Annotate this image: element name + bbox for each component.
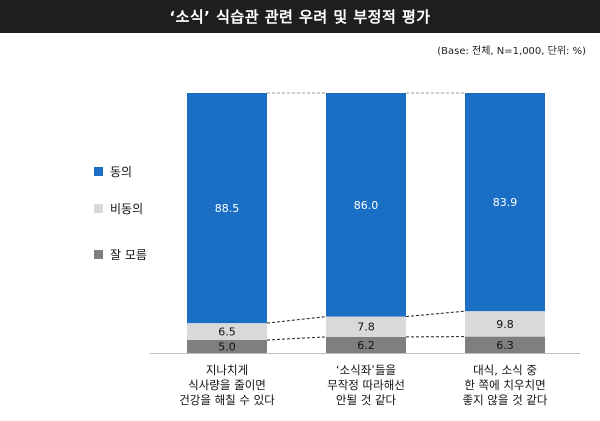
data-label: 83.9 [493,196,518,209]
bar-segment [465,93,545,312]
legend-item: 비동의 [94,200,143,217]
category-label-line: 좋지 않을 것 같다 [462,393,548,407]
legend-label: 동의 [110,165,133,179]
legend-label: 비동의 [110,202,144,216]
category-label-line: 대식, 소식 중 [473,363,537,377]
legend-swatch [94,167,103,176]
legend-label: 잘 모름 [110,248,147,262]
category-label-line: 지나치게 [205,363,249,377]
category-label: ‘소식좌’들을 무작정 따라해선 안될 것 같다 [301,363,431,408]
data-label: 86.0 [354,199,379,212]
connector-line [405,310,466,318]
data-label: 6.2 [357,339,375,352]
category-label-line: 식사량을 줄이면 [188,378,266,392]
category-label: 지나치게 식사량을 줄이면 건강을 해칠 수 있다 [162,363,292,408]
bar-segment [326,336,406,353]
category-label-line: 안될 것 같다 [335,393,397,407]
bar-segment [187,93,267,324]
bar-segment [187,340,267,353]
category-label-line: ‘소식좌’들을 [335,363,397,377]
bar-segment [465,336,545,353]
data-label: 7.8 [357,321,375,334]
legend-item: 동의 [94,163,132,180]
bar-segment [326,316,406,337]
data-label: 6.3 [496,339,514,352]
legend-swatch [94,204,103,213]
chart-title: ‘소식’ 식습관 관련 우려 및 부정적 평가 [0,0,600,33]
bar-segment [465,311,545,337]
connector-line [266,316,327,324]
bar-segment [326,93,406,317]
category-label-line: 한 쪽에 치우치면 [464,378,546,392]
category-label-line: 건강을 해칠 수 있다 [179,393,275,407]
base-note: (Base: 전체, N=1,000, 단위: %) [437,46,586,57]
data-label: 9.8 [496,318,514,331]
data-label: 6.5 [218,326,236,339]
connector-line [266,336,327,341]
data-label: 88.5 [215,202,240,215]
legend-swatch [94,250,103,259]
legend-item: 잘 모름 [94,246,147,263]
data-label: 5.0 [218,341,236,354]
category-label-line: 무작정 따라해선 [327,378,405,392]
bar-segment [187,323,267,340]
